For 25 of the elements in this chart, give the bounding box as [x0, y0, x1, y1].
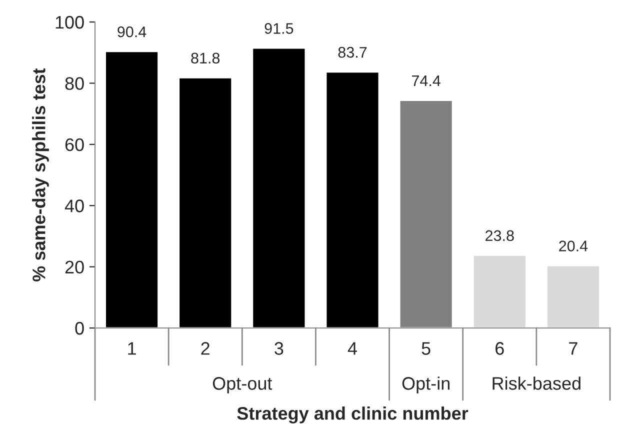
- x-tick-label: 7: [569, 342, 578, 355]
- y-tick-label: 40: [64, 200, 84, 212]
- x-tick-label: 6: [496, 342, 504, 355]
- data-label: 83.7: [338, 46, 367, 58]
- data-label: 20.4: [559, 240, 588, 252]
- data-label: 74.4: [412, 76, 440, 86]
- x-tick-label: 4: [348, 342, 357, 355]
- y-tick-label: 60: [65, 138, 84, 152]
- data-label: 81.8: [191, 52, 220, 64]
- y-axis-title: % same-day syphilis test: [32, 68, 49, 282]
- x-tick-label: 5: [422, 342, 430, 355]
- text: Opt-in: [402, 376, 450, 394]
- x-tick-label: 1: [128, 342, 136, 355]
- text: Risk-based: [492, 376, 580, 390]
- x-tick-label: 3: [274, 342, 284, 355]
- y-tick-label: 0: [75, 322, 84, 335]
- x-axis-title: Strategy and clinic number: [237, 406, 468, 424]
- text: Opt-out: [212, 377, 272, 394]
- data-label: 91.5: [264, 23, 294, 34]
- y-tick-label: 20: [65, 260, 84, 274]
- y-tick-label: 100: [56, 16, 84, 29]
- data-label: 90.4: [118, 26, 146, 38]
- x-tick-label: 2: [201, 342, 210, 355]
- data-label: 23.8: [486, 230, 514, 242]
- y-tick-label: 80: [65, 77, 84, 90]
